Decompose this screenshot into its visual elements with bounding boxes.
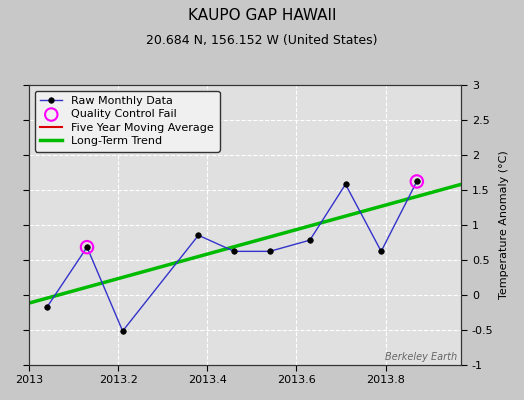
Raw Monthly Data: [267, 249, 273, 254]
Quality Control Fail: [83, 244, 91, 250]
Raw Monthly Data: [195, 233, 202, 238]
Raw Monthly Data: [307, 238, 313, 242]
Text: 20.684 N, 156.152 W (United States): 20.684 N, 156.152 W (United States): [146, 34, 378, 47]
Raw Monthly Data: [378, 249, 384, 254]
Raw Monthly Data: [84, 245, 90, 250]
Quality Control Fail: [412, 178, 421, 185]
Raw Monthly Data: [119, 329, 126, 334]
Text: KAUPO GAP HAWAII: KAUPO GAP HAWAII: [188, 8, 336, 23]
Legend: Raw Monthly Data, Quality Control Fail, Five Year Moving Average, Long-Term Tren: Raw Monthly Data, Quality Control Fail, …: [35, 90, 220, 152]
Line: Raw Monthly Data: Raw Monthly Data: [44, 179, 420, 334]
Raw Monthly Data: [43, 305, 50, 310]
Text: Berkeley Earth: Berkeley Earth: [385, 352, 457, 362]
Raw Monthly Data: [342, 182, 348, 187]
Raw Monthly Data: [413, 179, 420, 184]
Raw Monthly Data: [231, 249, 237, 254]
Y-axis label: Temperature Anomaly (°C): Temperature Anomaly (°C): [499, 150, 509, 299]
